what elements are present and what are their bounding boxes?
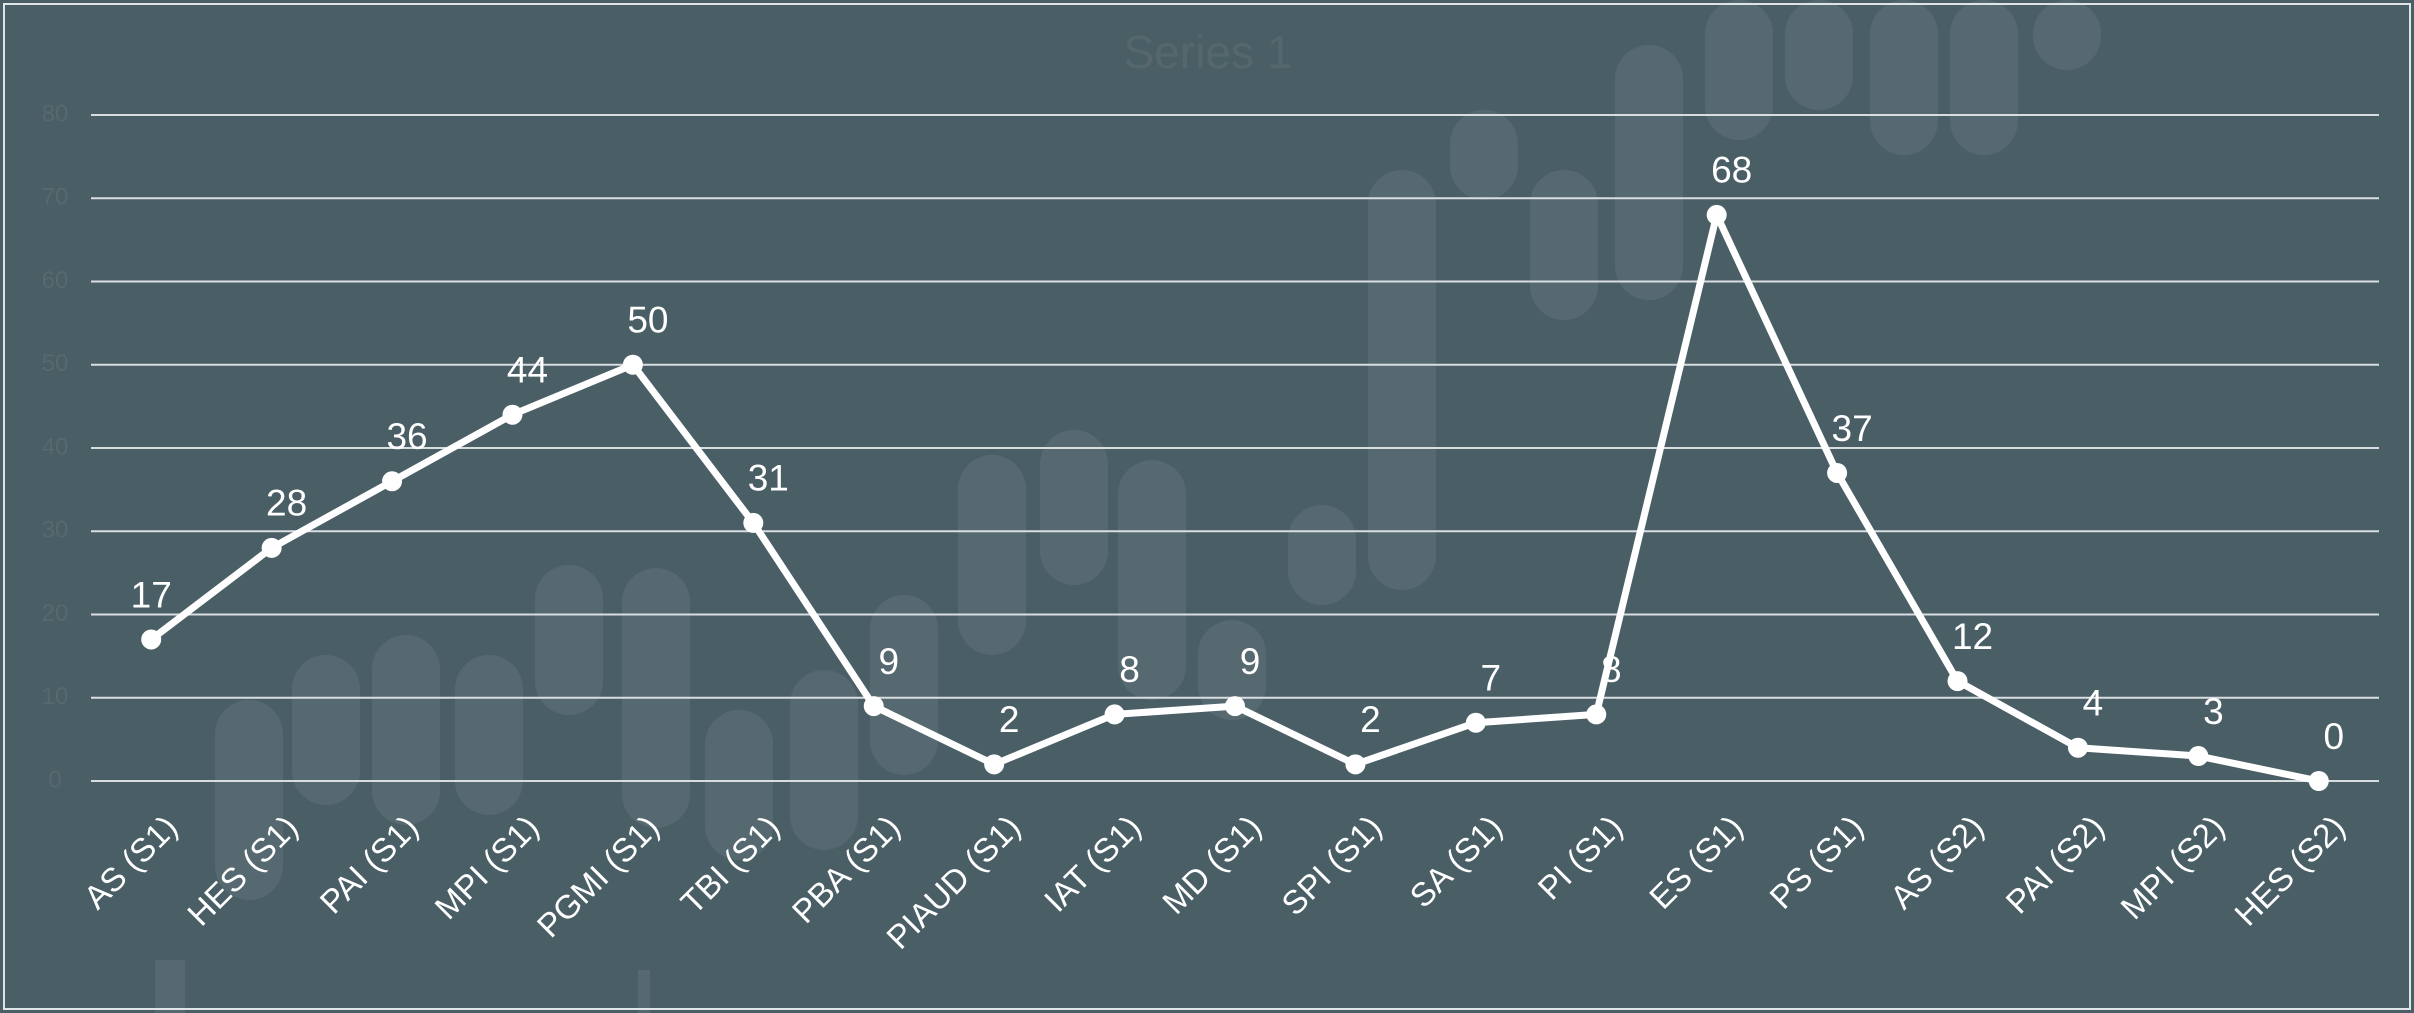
point <box>2308 771 2329 791</box>
data-label: 3 <box>2203 691 2224 732</box>
point <box>743 512 764 533</box>
data-label: 17 <box>131 574 172 615</box>
data-label: 9 <box>878 641 899 682</box>
point <box>1465 712 1486 733</box>
point <box>1586 704 1607 725</box>
data-label: 31 <box>748 458 789 499</box>
point <box>1345 754 1366 775</box>
point <box>382 471 403 492</box>
data-label: 50 <box>627 300 668 341</box>
y-tick-label: 80 <box>42 100 69 127</box>
data-label: 36 <box>386 416 427 457</box>
point <box>1947 671 1968 692</box>
point <box>261 537 282 558</box>
data-label: 7 <box>1481 658 1502 699</box>
data-label: 0 <box>2324 716 2345 757</box>
point <box>2067 737 2088 758</box>
y-tick-label: 30 <box>42 517 69 544</box>
data-label: 2 <box>999 699 1020 740</box>
y-tick-label: 20 <box>42 600 69 627</box>
chart-title: Series 1 <box>1124 26 1293 78</box>
point <box>1706 204 1727 225</box>
data-label: 37 <box>1832 408 1873 449</box>
y-tick-label: 40 <box>42 433 69 460</box>
point <box>1104 704 1125 725</box>
chart-border <box>3 3 2411 1010</box>
y-tick-label: 70 <box>42 184 69 211</box>
data-label: 68 <box>1711 150 1752 191</box>
data-label: 44 <box>507 349 548 390</box>
point <box>141 629 162 650</box>
y-tick-label: 0 <box>48 766 61 793</box>
data-label: 28 <box>266 483 307 524</box>
y-tick-label: 50 <box>42 350 69 377</box>
y-tick-label: 60 <box>42 267 69 294</box>
point <box>863 696 884 717</box>
data-label: 12 <box>1952 616 1993 657</box>
data-label: 4 <box>2083 682 2104 723</box>
data-label: 9 <box>1240 641 1261 682</box>
point <box>622 354 643 375</box>
background-decoration <box>155 0 2101 1013</box>
data-label: 8 <box>1119 649 1140 690</box>
data-label: 8 <box>1601 649 1622 690</box>
point <box>1225 696 1245 717</box>
point <box>1827 462 1848 483</box>
point <box>502 404 523 425</box>
data-label: 2 <box>1360 699 1381 740</box>
point <box>984 754 1005 775</box>
y-tick-label: 10 <box>42 683 69 710</box>
point <box>2188 746 2209 767</box>
